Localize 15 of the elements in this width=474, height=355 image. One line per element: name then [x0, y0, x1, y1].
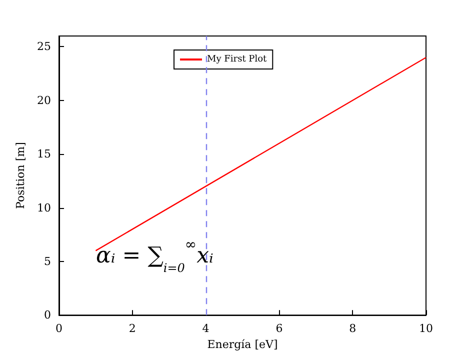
x-tick-label: 6 — [276, 322, 283, 336]
x-tick-label: 8 — [349, 322, 356, 336]
x-tick-label: 4 — [202, 322, 210, 336]
y-tick-label: 0 — [44, 308, 51, 322]
x-tick-label: 2 — [128, 322, 136, 336]
y-tick-label: 25 — [37, 40, 51, 54]
y-tick-label: 15 — [37, 148, 51, 161]
x-tick-label: 0 — [56, 322, 62, 336]
y-tick-label: 20 — [37, 94, 51, 107]
legend-label: My First Plot — [207, 54, 268, 64]
x-tick-label: 10 — [419, 322, 433, 336]
y-tick-label: 5 — [44, 254, 51, 268]
x-axis-title: Energía [eV] — [207, 338, 278, 351]
y-tick-label: 10 — [37, 201, 51, 214]
y-axis-title: Position [m] — [14, 142, 28, 210]
